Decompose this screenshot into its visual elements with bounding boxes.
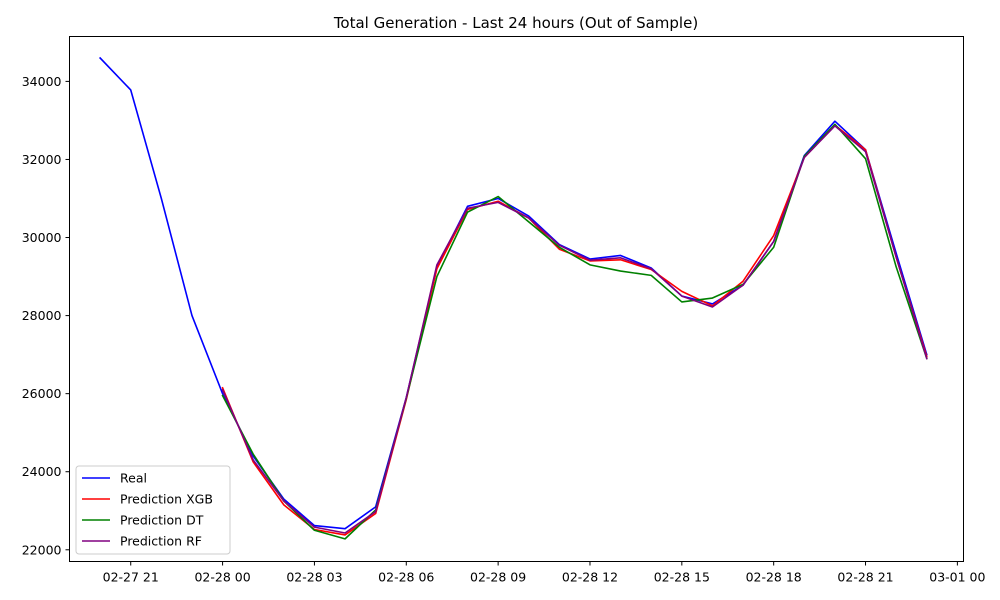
chart-title: Total Generation - Last 24 hours (Out of… [333, 14, 698, 32]
x-tick-label: 02-28 09 [470, 570, 526, 585]
y-tick-label: 28000 [22, 308, 62, 323]
x-tick-label: 02-27 21 [103, 570, 159, 585]
y-tick-label: 22000 [22, 542, 62, 557]
y-axis: 22000 24000 26000 28000 30000 32000 34000 [22, 74, 70, 557]
x-tick-label: 03-01 00 [929, 570, 985, 585]
legend-label: Real [120, 471, 147, 486]
x-tick-label: 02-28 18 [746, 570, 802, 585]
legend: Real Prediction XGB Prediction DT Predictio… [75, 465, 231, 555]
legend-label: Prediction RF [120, 534, 202, 549]
legend-box [75, 465, 231, 555]
legend-label: Prediction XGB [120, 492, 213, 507]
x-tick-label: 02-28 00 [194, 570, 250, 585]
x-axis: 02-27 21 02-28 00 02-28 03 02-28 06 02-28 09… [103, 561, 986, 585]
plot-area [69, 36, 964, 562]
y-tick-label: 26000 [22, 386, 62, 401]
y-tick-label: 34000 [22, 74, 62, 89]
series-line-prediction-rf [221, 125, 928, 534]
legend-label: Prediction DT [120, 513, 204, 528]
x-tick-label: 02-28 15 [654, 570, 710, 585]
x-tick-label: 02-28 12 [562, 570, 618, 585]
x-tick-label: 02-28 03 [286, 570, 342, 585]
x-tick-label: 02-28 06 [378, 570, 434, 585]
y-tick-label: 30000 [22, 230, 62, 245]
series-layer [98, 56, 928, 540]
y-tick-label: 24000 [22, 464, 62, 479]
series-line-prediction-dt [221, 123, 928, 540]
x-tick-label: 02-28 21 [837, 570, 893, 585]
y-tick-label: 32000 [22, 152, 62, 167]
